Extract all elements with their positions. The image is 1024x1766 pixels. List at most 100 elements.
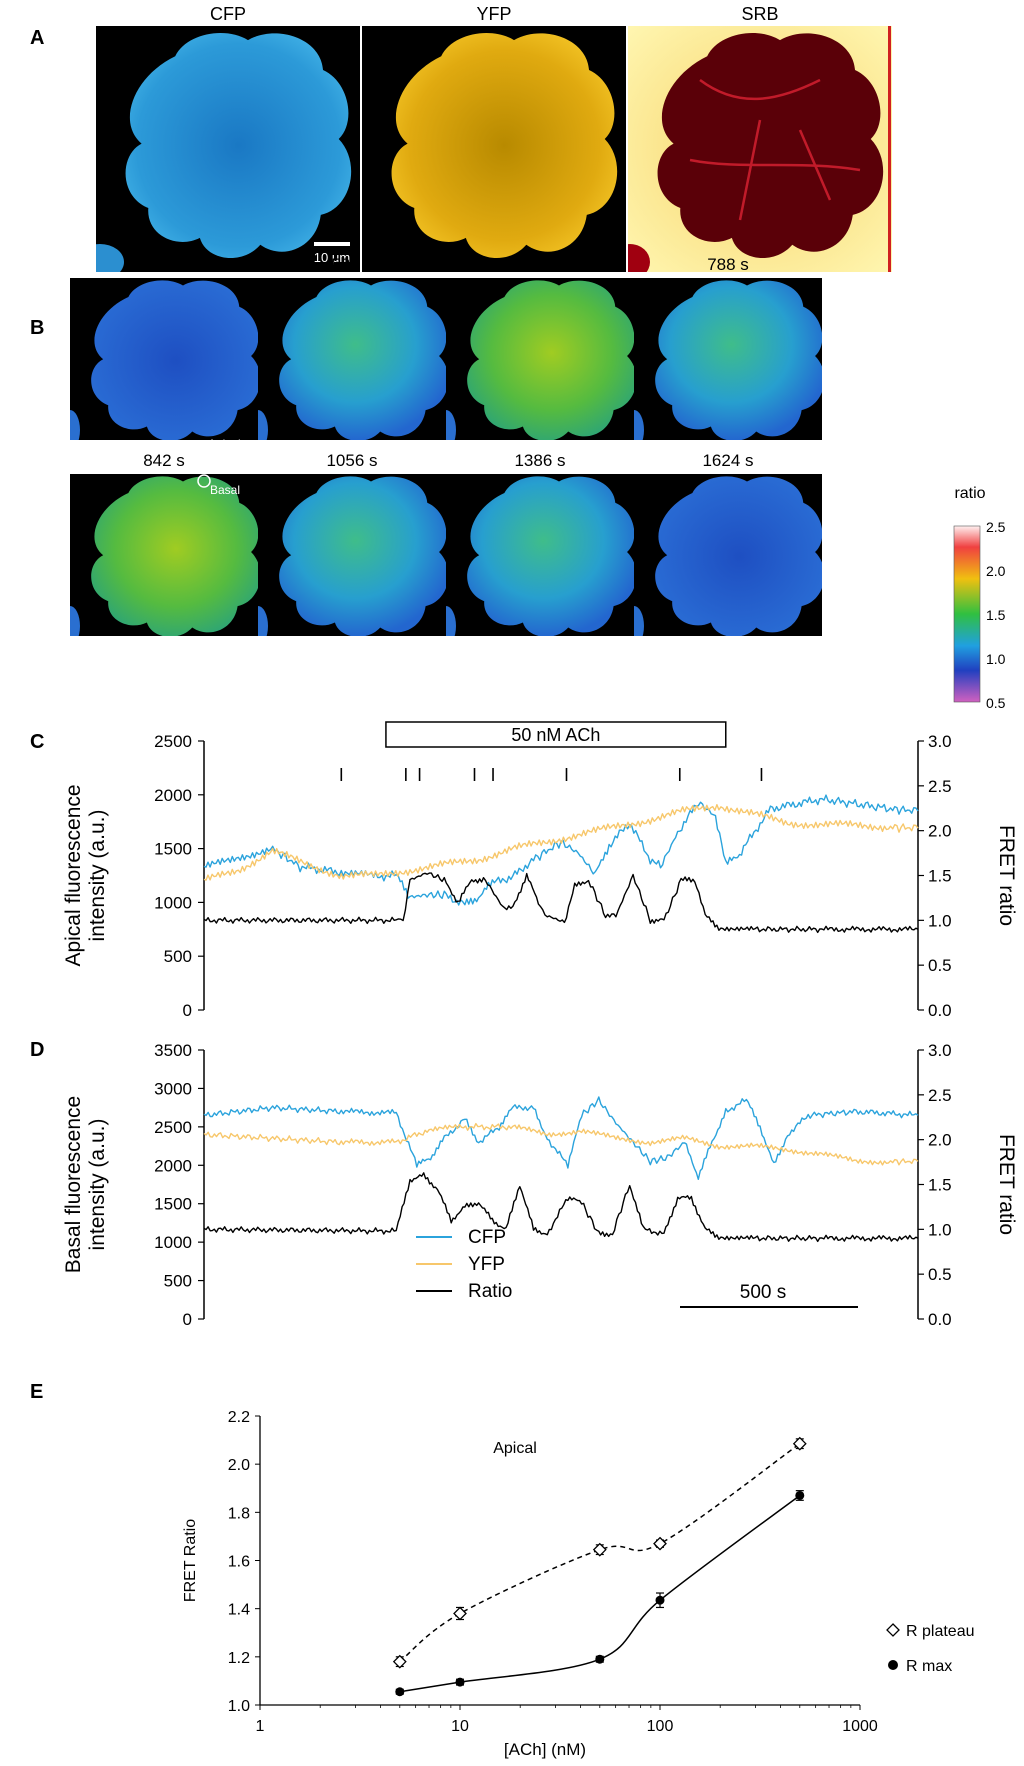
colorbar-tick: 0.5: [986, 695, 1006, 711]
series-yfp: [203, 1122, 919, 1166]
panel-e-chart: 1.0 1.2 1.4 1.6 1.8 2.0 2.2 1 10 100 1000 [ACh] (nM…: [182, 1409, 975, 1759]
panel-label-e: E: [30, 1381, 43, 1403]
left-tick-label: 500: [164, 1272, 192, 1291]
series-yfp: [203, 804, 919, 881]
roi-apical-circle: [195, 448, 209, 462]
legend-label-r-max: R max: [906, 1658, 952, 1675]
series-ratio: [203, 1172, 919, 1243]
right-tick-label: 3.0: [928, 732, 952, 751]
panel-b-ratio-images: 400 s 588 s 628 s 788 s 842 s 1056 s 1386 s 162…: [70, 255, 822, 636]
data-point-r-max: [795, 1490, 805, 1500]
panel-a-images: CFP YFP SRB 10 μm: [96, 4, 892, 272]
stimulus-label: 50 nM ACh: [511, 725, 600, 745]
x-tick-label: 100: [647, 1718, 674, 1735]
time-label: 1624 s: [702, 451, 753, 470]
ratio-tile: 1386 s: [446, 451, 634, 636]
panel-a-title-srb: SRB: [741, 4, 778, 24]
x-tick-label: 1000: [842, 1718, 878, 1735]
time-label: 1386 s: [514, 451, 565, 470]
legend-label-r-plateau: R plateau: [906, 1623, 975, 1640]
time-label: 628 s: [519, 255, 561, 274]
ratio-tile: 1624 s: [634, 451, 822, 636]
ratio-tile: 400 s: [70, 255, 258, 440]
y-axis-title: FRET Ratio: [182, 1519, 199, 1602]
left-tick-label: 2500: [154, 732, 192, 751]
panel-a-title-yfp: YFP: [476, 4, 511, 24]
scale-bar-label: 10 μm: [314, 250, 350, 265]
roi-basal-label: Basal: [210, 483, 240, 497]
ratio-tile: 788 s: [634, 255, 822, 440]
colorbar-tick: 2.5: [986, 519, 1006, 535]
left-tick-label: 3500: [154, 1041, 192, 1060]
left-axis-title: Apical fluorescenceintensity (a.u.): [62, 784, 109, 966]
panel-c-chart: 0 500 1000 1500 2000 2500 0.0 0.5 1.0 1.5 2.0 2.5 3.…: [62, 721, 1018, 1020]
right-tick-label: 1.5: [928, 867, 952, 886]
right-tick-label: 3.0: [928, 1041, 952, 1060]
colorbar-title: ratio: [954, 485, 985, 502]
time-label: 588 s: [331, 255, 373, 274]
ratio-colorbar: ratio 2.5 2.0 1.5 1.0 0.5: [953, 485, 1006, 711]
scale-bar: [314, 242, 350, 246]
left-tick-label: 2000: [154, 786, 192, 805]
left-tick-label: 0: [183, 1001, 192, 1020]
right-tick-label: 2.5: [928, 777, 952, 796]
legend-marker-r-max: [888, 1660, 898, 1670]
time-label: 788 s: [707, 255, 749, 274]
series-ratio: [203, 872, 919, 934]
right-tick-label: 0.0: [928, 1310, 952, 1329]
data-point-r-plateau: [592, 1542, 607, 1557]
y-tick-label: 1.0: [228, 1698, 250, 1715]
cfp-image: [96, 26, 360, 272]
data-point-r-max: [655, 1595, 665, 1605]
data-point-r-plateau: [453, 1606, 467, 1621]
roi-markers: Apical Basal: [195, 437, 241, 497]
series-cfp: [203, 794, 919, 906]
panel-label-b: B: [30, 317, 44, 339]
y-tick-label: 1.8: [228, 1505, 250, 1522]
colorbar-tick: 1.0: [986, 651, 1006, 667]
panel-label-d: D: [30, 1039, 44, 1061]
time-label: 400 s: [143, 255, 185, 274]
x-tick-label: 10: [451, 1718, 469, 1735]
right-axis-title: FRET ratio: [995, 825, 1018, 926]
colorbar-tick: 2.0: [986, 563, 1006, 579]
right-tick-label: 2.5: [928, 1086, 952, 1105]
ratio-tile: 588 s: [258, 255, 446, 440]
time-label: 1056 s: [326, 451, 377, 470]
left-tick-label: 1500: [154, 1195, 192, 1214]
panel-label-c: C: [30, 731, 44, 753]
legend-label-ratio: Ratio: [468, 1281, 512, 1302]
data-point-r-max: [395, 1687, 405, 1697]
ratio-tile: 1056 s: [258, 451, 446, 636]
y-tick-label: 1.4: [228, 1602, 250, 1619]
right-tick-label: 1.0: [928, 1220, 952, 1239]
data-point-r-plateau: [792, 1436, 807, 1451]
right-tick-label: 0.5: [928, 1265, 952, 1284]
y-tick-label: 2.2: [228, 1409, 250, 1426]
y-tick-label: 2.0: [228, 1457, 250, 1474]
right-tick-label: 1.0: [928, 911, 952, 930]
data-point-r-plateau: [392, 1654, 407, 1669]
left-axis-title: Basal fluorescenceintensity (a.u.): [62, 1096, 109, 1273]
data-point-r-max: [455, 1677, 465, 1687]
time-scale-bar-label: 500 s: [740, 1282, 786, 1303]
chart-title: Apical: [493, 1440, 537, 1457]
ratio-tile: 628 s: [446, 255, 634, 440]
panel-label-a: A: [30, 27, 44, 49]
srb-image: [628, 26, 892, 272]
panel-a-title-cfp: CFP: [210, 4, 246, 24]
left-tick-label: 1000: [154, 893, 192, 912]
left-tick-label: 1000: [154, 1233, 192, 1252]
roi-apical-label: Apical: [208, 437, 241, 451]
left-tick-label: 1500: [154, 840, 192, 859]
legend-marker-r-plateau: [886, 1623, 900, 1637]
roi-basal-circle: [197, 474, 211, 488]
right-tick-label: 2.0: [928, 822, 952, 841]
time-label: 842 s: [143, 451, 185, 470]
yfp-image: [362, 26, 626, 272]
right-tick-label: 2.0: [928, 1131, 952, 1150]
y-tick-label: 1.6: [228, 1554, 250, 1571]
legend-label-cfp: CFP: [468, 1227, 506, 1248]
data-point-r-max: [595, 1654, 605, 1664]
